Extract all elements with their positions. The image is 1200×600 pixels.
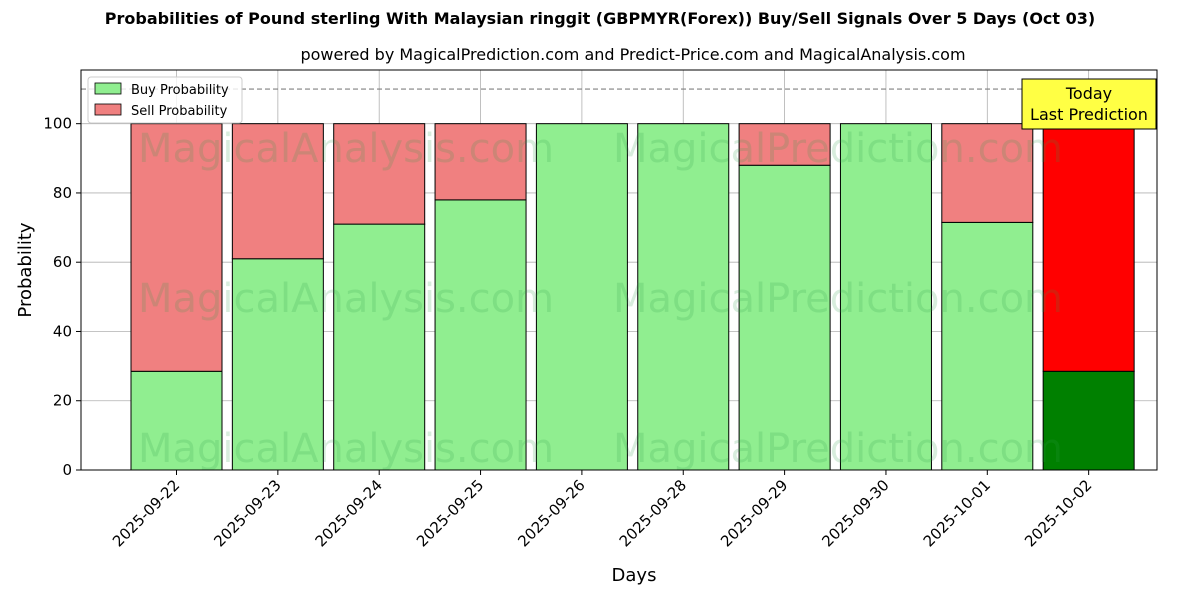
- bar-sell: [941, 123, 1034, 223]
- bar-buy: [535, 123, 628, 471]
- watermark-layer: MagicalAnalysis.com MagicalPrediction.com…: [138, 126, 1063, 472]
- legend-label-sell: Sell Probability: [131, 104, 228, 119]
- x-tick-label: 2025-09-30: [818, 476, 892, 550]
- bar-buy: [941, 221, 1034, 471]
- x-tick-label: 2025-09-26: [514, 476, 588, 550]
- x-tick-label: 2025-09-25: [413, 476, 487, 550]
- bar-buy: [434, 199, 527, 471]
- bar-layer: [130, 123, 1135, 471]
- bar-sell: [231, 123, 324, 260]
- bar-buy: [637, 123, 730, 471]
- watermark-text: MagicalPrediction.com: [613, 276, 1063, 322]
- bar-buy: [738, 164, 831, 471]
- legend-box: [87, 76, 243, 124]
- x-axis-label: Days: [612, 565, 657, 586]
- x-tick-label: 2025-09-29: [717, 476, 791, 550]
- bar-sell: [1042, 123, 1135, 372]
- x-tick-label: 2025-09-23: [210, 476, 284, 550]
- legend-swatch-buy: [94, 82, 122, 95]
- chart-title: Probabilities of Pound sterling With Mal…: [104, 9, 1096, 28]
- x-tick-label: 2025-09-28: [616, 476, 690, 550]
- y-tick-label: 60: [53, 253, 72, 271]
- plot-frame: [80, 69, 1158, 471]
- x-tick-label: 2025-10-01: [920, 476, 994, 550]
- watermark-text: MagicalAnalysis.com: [138, 276, 554, 322]
- y-tick-label: 80: [53, 184, 72, 202]
- watermark-text: MagicalPrediction.com: [613, 126, 1063, 172]
- x-tick-label: 2025-09-22: [109, 476, 183, 550]
- y-tick-label: 20: [53, 392, 72, 410]
- watermark-text: MagicalAnalysis.com: [138, 426, 554, 472]
- x-tick-label: 2025-09-24: [312, 476, 386, 550]
- x-tick-label: 2025-10-02: [1021, 476, 1095, 550]
- bar-sell: [738, 123, 831, 166]
- bar-buy: [130, 370, 223, 471]
- bar-sell: [333, 123, 426, 225]
- bar-sell: [434, 123, 527, 201]
- today-annotation: Today Last Prediction: [1021, 78, 1157, 130]
- bar-buy: [333, 223, 426, 471]
- legend: Buy Probability Sell Probability: [87, 76, 243, 124]
- y-tick-label: 100: [43, 115, 72, 133]
- y-tick-label: 0: [62, 461, 72, 479]
- y-axis-label: Probability: [15, 222, 36, 317]
- bar-buy: [1042, 370, 1135, 471]
- legend-swatch-sell: [94, 103, 122, 116]
- bar-buy: [231, 258, 324, 471]
- watermark-text: MagicalAnalysis.com: [138, 126, 554, 172]
- watermark-text: MagicalPrediction.com: [613, 426, 1063, 472]
- legend-label-buy: Buy Probability: [131, 83, 229, 98]
- annotation-box: [1021, 78, 1157, 130]
- chart-subtitle: powered by MagicalPrediction.com and Pre…: [300, 45, 966, 64]
- annotation-line-2: Last Prediction: [1030, 105, 1148, 124]
- y-tick-label: 40: [53, 322, 72, 340]
- bar-buy: [839, 123, 932, 471]
- annotation-line-1: Today: [1065, 84, 1112, 103]
- bar-sell: [130, 123, 223, 372]
